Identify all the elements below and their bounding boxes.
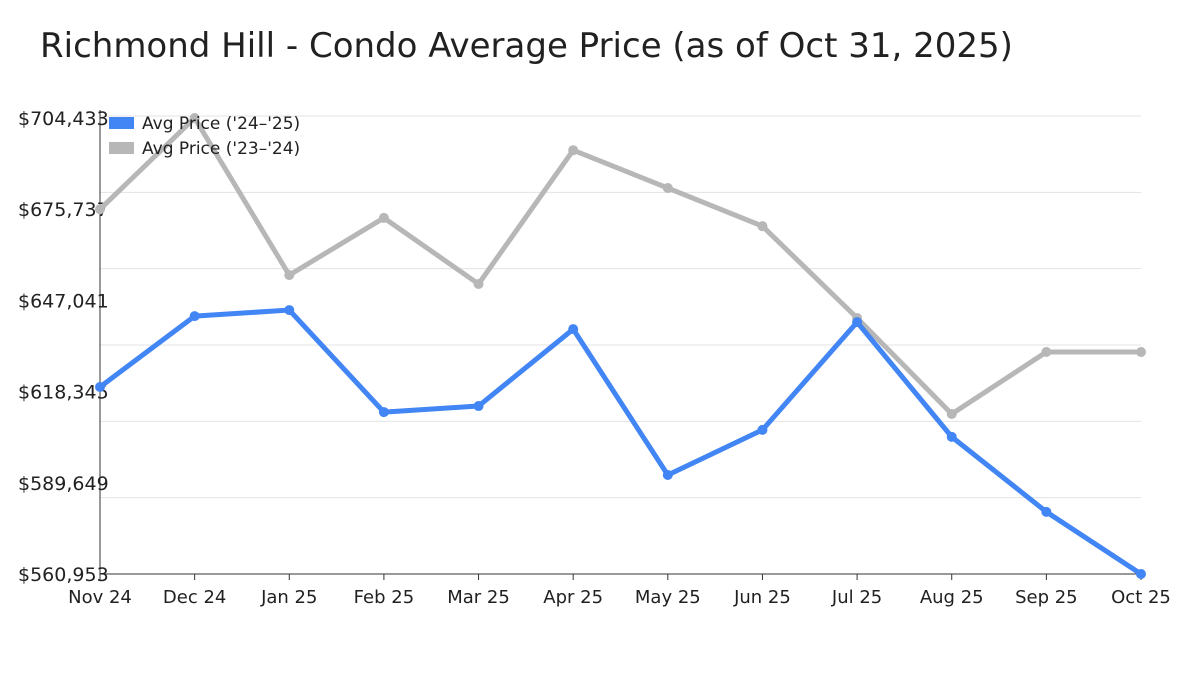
data-point	[378, 212, 389, 223]
y-tick-label: $560,953	[18, 564, 109, 586]
data-point	[284, 305, 295, 316]
x-tick-label: Apr 25	[543, 587, 603, 608]
data-point	[757, 221, 768, 232]
x-tick-label: Dec 24	[163, 587, 226, 608]
y-tick-label: $647,041	[18, 290, 109, 312]
data-point	[946, 431, 957, 442]
data-point	[189, 113, 200, 123]
legend-label: Avg Price ('24–'25)	[142, 114, 300, 134]
data-point	[568, 145, 579, 156]
x-tick-label: Mar 25	[447, 587, 510, 608]
x-tick-label: Jun 25	[733, 587, 791, 608]
y-tick-label: $704,433	[18, 108, 109, 130]
data-point	[757, 424, 768, 435]
data-point	[473, 401, 484, 412]
data-point	[662, 470, 673, 481]
legend-label: Avg Price ('23–'24)	[142, 139, 300, 159]
data-point	[1041, 347, 1052, 358]
series-line	[98, 307, 1143, 577]
data-point	[473, 279, 484, 290]
data-point	[852, 317, 863, 328]
data-point	[189, 311, 200, 322]
x-tick-label: Sep 25	[1015, 587, 1078, 608]
legend-swatch	[109, 142, 134, 154]
data-point	[662, 183, 673, 194]
x-tick-label: Oct 25	[1111, 587, 1171, 608]
x-tick-label: Nov 24	[68, 587, 132, 608]
legend-swatch	[109, 117, 134, 129]
y-tick-label: $589,649	[18, 473, 109, 495]
data-point	[95, 381, 105, 392]
series-line	[98, 115, 1141, 417]
series-24-25	[95, 305, 1146, 579]
x-tick-label: Aug 25	[920, 587, 984, 608]
data-point	[568, 324, 579, 335]
data-point	[1041, 506, 1052, 517]
chart-title: Richmond Hill - Condo Average Price (as …	[40, 26, 1013, 66]
data-point	[378, 407, 389, 418]
data-point	[946, 408, 957, 419]
data-point	[1136, 347, 1146, 358]
data-point	[95, 204, 105, 215]
x-tick-label: Feb 25	[354, 587, 415, 608]
x-tick-label: Jul 25	[831, 587, 882, 608]
data-point	[1136, 569, 1146, 579]
data-point	[284, 270, 295, 281]
y-tick-label: $618,345	[18, 382, 109, 404]
x-tick-label: May 25	[635, 587, 701, 608]
y-tick-label: $675,737	[18, 199, 109, 221]
x-tick-label: Jan 25	[260, 587, 317, 608]
